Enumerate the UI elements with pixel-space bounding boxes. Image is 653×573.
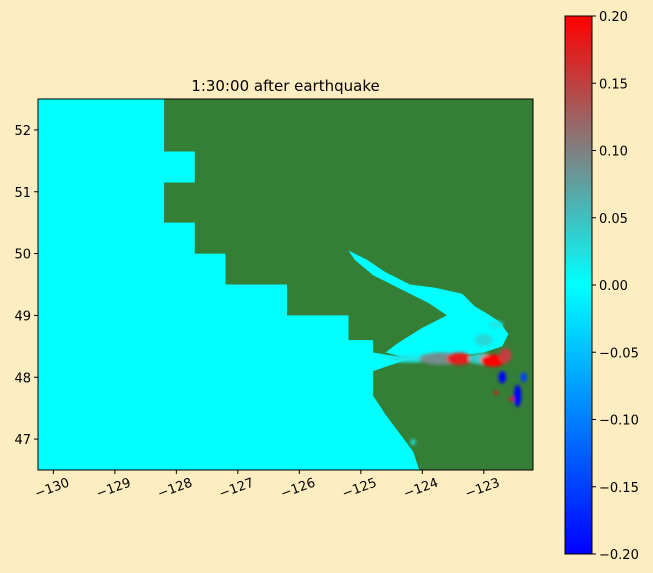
x-axis: −130 −129 −128 −127 −126 −125 −124 −123 [33,470,502,502]
wave-anomaly [513,384,522,407]
ocean-area [38,99,420,470]
x-tick-label: −129 [94,476,133,502]
wave-anomaly [410,439,416,446]
wave-anomaly [488,320,504,329]
x-tick-label: −124 [402,476,441,502]
y-axis: 47 48 49 50 51 52 [14,124,38,448]
x-tick-label: −130 [33,476,72,502]
y-tick-label: 50 [14,248,31,263]
strait-water [348,250,509,362]
wave-anomaly [498,371,506,384]
y-tick-label: 48 [14,371,31,386]
wave-anomaly [474,333,494,347]
y-tick-label: 47 [14,433,31,448]
colorbar-tick-label: 0.20 [599,10,628,25]
colorbar-axis: 0.20 0.15 0.10 0.05 0.00 −0.05 −0.10 −0.15 −0.20 [592,10,639,563]
colorbar-tick-label: 0.05 [599,212,628,227]
y-tick-label: 51 [14,186,31,201]
colorbar-tick-label: 0.10 [599,145,628,160]
y-tick-label: 49 [14,309,31,324]
x-tick-label: −127 [217,476,256,502]
colorbar-tick-label: 0.00 [599,279,628,294]
colorbar [564,15,593,555]
colorbar-tick-label: −0.20 [599,548,639,563]
colorbar-tick-label: −0.15 [599,481,639,496]
wave-anomaly-layer [388,320,527,446]
wave-anomaly [480,354,506,367]
colorbar-tick-label: −0.10 [599,414,639,429]
plot-frame [37,98,534,471]
map-area [38,99,533,470]
wave-anomaly [509,397,514,401]
wave-anomaly [494,390,498,395]
wave-anomaly [520,372,527,383]
colorbar-tick-label: 0.15 [599,77,628,92]
chart-title: 1:30:00 after earthquake [191,77,379,95]
wave-anomaly [446,352,472,365]
y-tick-label: 52 [14,124,31,139]
x-tick-label: −128 [156,476,195,502]
x-tick-label: −123 [463,476,502,502]
colorbar-tick-label: −0.05 [599,346,639,361]
x-tick-label: −126 [279,476,318,502]
x-tick-label: −125 [340,476,379,502]
wave-anomaly [499,348,512,364]
